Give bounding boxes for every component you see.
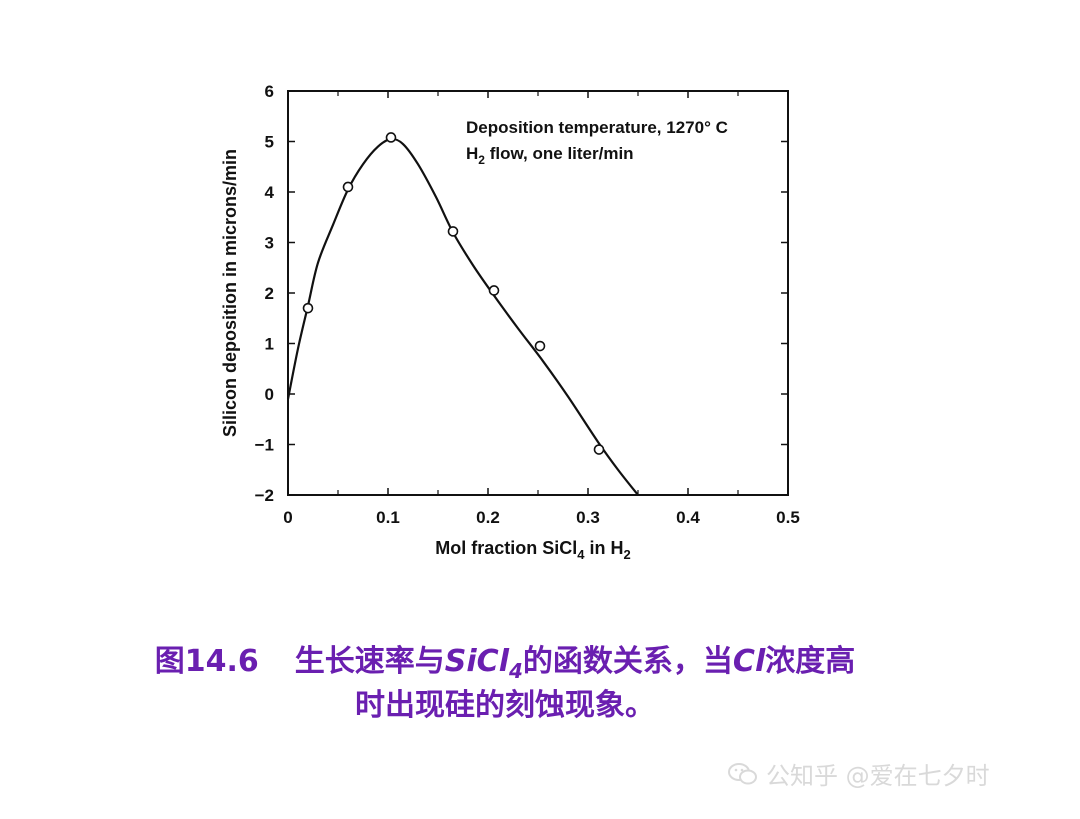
x-axis-label: Mol fraction SiCl4 in H2: [435, 538, 630, 562]
data-point: [593, 444, 605, 455]
y-axis-label: Silicon deposition in microns/min: [220, 149, 240, 437]
data-point: [488, 285, 500, 296]
y-tick-label: −2: [255, 486, 274, 505]
figure-caption-line-1: 图14.6 生长速率与SiCl4的函数关系，当Cl浓度高: [0, 636, 1010, 683]
x-tick-label: 0.2: [476, 508, 500, 527]
data-point: [534, 340, 546, 352]
y-tick-label: 3: [265, 234, 274, 253]
caption-formula: SiCl4: [444, 644, 523, 683]
watermark-text: 公知乎 @爱在七夕时: [766, 762, 990, 790]
watermark: 公知乎 @爱在七夕时: [728, 756, 990, 791]
fit-curve-path: [286, 137, 639, 496]
figure-caption-line-2: 时出现硅的刻蚀现象。: [355, 688, 655, 723]
fit-curve: [286, 137, 639, 496]
caption-chlorine: Cl: [732, 644, 766, 679]
figure-number: 图14.6: [154, 644, 259, 679]
x-tick-label: 0.3: [576, 508, 600, 527]
x-tick-label: 0: [283, 508, 292, 527]
y-tick-label: 5: [265, 133, 274, 152]
annotation-temperature: Deposition temperature, 1270° C: [466, 118, 728, 137]
axis-ticks: [287, 90, 789, 496]
y-tick-label: −1: [255, 436, 274, 455]
y-tick-label: 0: [265, 385, 274, 404]
data-point: [302, 302, 314, 314]
caption-text-a: 生长速率与: [294, 644, 445, 679]
data-point: [342, 181, 354, 193]
annotation-flow: H2 flow, one liter/min: [466, 144, 634, 167]
x-tick-label: 0.5: [776, 508, 800, 527]
x-tick-label: 0.4: [676, 508, 700, 527]
caption-text-c: 的函数关系，当: [522, 644, 733, 679]
data-point: [385, 132, 397, 143]
y-tick-label: 6: [265, 82, 274, 101]
y-tick-label: 4: [265, 183, 275, 202]
data-point: [447, 226, 459, 237]
caption-text-e: 浓度高: [765, 644, 856, 679]
tick-labels: 0 0.1 0.2 0.3 0.4 0.5 6 5 4 3 2 1 0 −1 −2: [255, 82, 800, 527]
y-tick-label: 1: [265, 335, 274, 354]
x-tick-label: 0.1: [376, 508, 400, 527]
data-points: [302, 132, 605, 455]
wechat-icon: [728, 762, 758, 786]
y-tick-label: 2: [265, 284, 274, 303]
